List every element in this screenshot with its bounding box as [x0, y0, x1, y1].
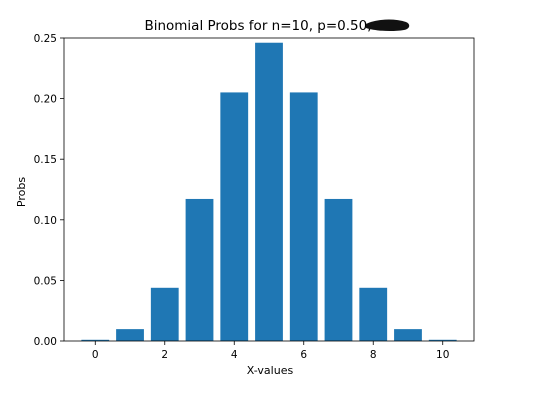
x-axis: 0 2 4 6 8 10 — [92, 341, 449, 361]
bar-x-2 — [150, 287, 179, 341]
x-tick-label: 10 — [436, 349, 449, 361]
x-tick-label: 8 — [370, 349, 377, 361]
bar-x-9 — [394, 329, 422, 341]
y-tick-label: 0.10 — [34, 215, 57, 227]
x-tick-label: 0 — [92, 349, 99, 361]
x-axis-label: X-values — [247, 364, 294, 377]
x-tick-label: 4 — [231, 349, 238, 361]
redaction-scribble — [366, 19, 410, 32]
bar-x-3 — [185, 198, 214, 341]
bar-x-4 — [220, 92, 249, 342]
bar-x-0 — [81, 339, 110, 341]
bar-x-1 — [116, 329, 144, 341]
x-tick-label: 2 — [161, 349, 168, 361]
x-tick-label: 6 — [300, 349, 307, 361]
y-axis-label: Probs — [15, 177, 28, 207]
chart-title: Binomial Probs for n=10, p=0.50, — [144, 18, 371, 34]
bar-x-5 — [255, 42, 283, 341]
y-tick-label: 0.05 — [34, 275, 57, 287]
bars-group — [81, 42, 457, 342]
bar-x-6 — [289, 92, 318, 342]
y-axis: 0.00 0.05 0.10 0.15 0.20 0.25 — [34, 33, 64, 348]
bar-x-10 — [428, 339, 457, 341]
y-tick-label: 0.00 — [34, 336, 57, 348]
bar-x-7 — [324, 198, 353, 341]
y-tick-label: 0.20 — [34, 94, 57, 106]
y-tick-label: 0.25 — [34, 33, 57, 45]
plot-frame — [63, 37, 475, 342]
bar-x-8 — [359, 287, 388, 341]
y-tick-label: 0.15 — [34, 154, 57, 166]
